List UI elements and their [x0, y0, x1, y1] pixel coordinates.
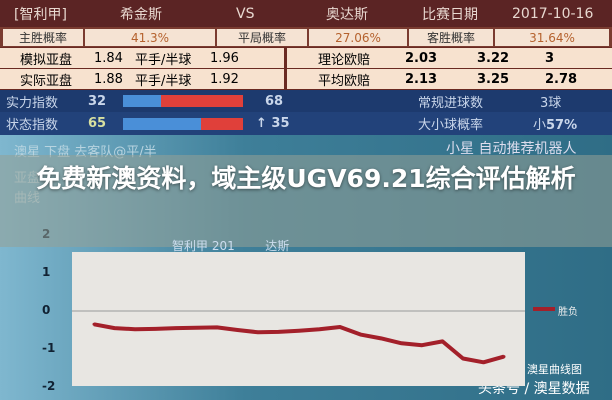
data-point — [113, 326, 116, 330]
away-prob-label: 客胜概率 — [409, 29, 493, 46]
data-point — [441, 339, 444, 343]
home-prob-label: 主胜概率 — [3, 29, 83, 46]
data-point — [92, 322, 96, 326]
cell-background — [287, 69, 612, 89]
ou-readout: 小57% — [533, 114, 577, 133]
data-point — [297, 329, 301, 333]
ou-prefix: 小 — [533, 118, 547, 133]
plot-area — [72, 252, 525, 386]
data-point — [420, 343, 424, 347]
home-odds: 1.84 — [94, 50, 123, 66]
draw-odds: 3.22 — [477, 50, 510, 66]
legend-label: 胜负 — [558, 307, 578, 318]
data-point — [133, 327, 137, 331]
home-odds: 1.88 — [94, 71, 123, 87]
title-overlay — [0, 155, 612, 247]
goals-value: 3球 — [540, 95, 562, 111]
form-bar-home-fill — [123, 117, 201, 130]
date-label: 比赛日期 — [422, 6, 478, 23]
simulated-handicap-row: 模拟亚盘 1.84 平手/半球 1.96 理论欧赔 2.03 3.22 3 — [0, 48, 612, 68]
away-team: 奥达斯 — [326, 6, 368, 23]
legend-swatch — [533, 307, 555, 311]
win-odds: 2.13 — [405, 71, 438, 87]
vs: VS — [236, 5, 255, 22]
strength-bar — [123, 95, 243, 107]
ou-value: 57% — [546, 118, 578, 133]
cell-background — [287, 48, 612, 68]
match-date: 2017-10-16 — [512, 5, 594, 22]
overlay-title: 免费新澳资料，域主级UGV69.21综合评估解析 — [36, 164, 576, 193]
data-point — [277, 330, 280, 334]
loss-odds: 2.78 — [545, 71, 578, 87]
home-prob: 41.3% — [85, 29, 215, 46]
away-odds: 1.92 — [210, 71, 239, 87]
data-point — [154, 327, 157, 331]
label: 实际亚盘 — [20, 73, 73, 89]
data-point — [174, 326, 178, 330]
label: 实力指数 — [6, 95, 59, 111]
home-team: 希金斯 — [120, 6, 162, 23]
draw-prob-label: 平局概率 — [217, 29, 307, 46]
handicap-line: 平手/半球 — [135, 52, 192, 68]
data-point — [256, 330, 260, 334]
label: 状态指数 — [6, 118, 59, 133]
eu-label: 平均欧赔 — [318, 73, 371, 89]
data-point — [215, 325, 219, 329]
away-value: 68 — [265, 93, 284, 109]
league: [智利甲] — [14, 6, 67, 23]
probability-row: 主胜概率 41.3% 平局概率 27.06% 客胜概率 31.64% — [0, 27, 612, 47]
data-point — [400, 341, 403, 345]
eu-label: 理论欧赔 — [318, 52, 371, 68]
away-value: ↑ 35 — [256, 116, 290, 131]
y-tick-label: 1 — [42, 265, 51, 279]
strength-row: 实力指数 32 68 常规进球数 3球 — [0, 90, 612, 112]
data-point — [338, 325, 342, 329]
home-value: 32 — [88, 93, 107, 109]
line-chart — [72, 310, 525, 365]
data-point — [195, 326, 198, 330]
data-point — [482, 360, 485, 364]
data-point — [379, 336, 383, 340]
form-row: 状态指数 65 ↑ 35 大小球概率 小57% — [0, 112, 612, 135]
away-odds: 1.96 — [210, 50, 239, 66]
handicap-line: 平手/半球 — [135, 73, 192, 89]
data-point — [318, 327, 321, 331]
y-tick-label: -1 — [42, 341, 56, 355]
form-bar — [123, 117, 243, 130]
win-odds: 2.03 — [405, 50, 438, 66]
watermark-curve: 澳星曲线图 — [527, 363, 582, 376]
goals-label: 常规进球数 — [418, 95, 484, 111]
data-point — [359, 333, 362, 337]
away-prob: 31.64% — [495, 29, 609, 46]
draw-prob: 27.06% — [309, 29, 407, 46]
actual-handicap-row: 实际亚盘 1.88 平手/半球 1.92 平均欧赔 2.13 3.25 2.78 — [0, 69, 612, 89]
label: 模拟亚盘 — [20, 52, 73, 68]
y-tick-label: -2 — [42, 379, 56, 393]
data-point — [502, 355, 506, 359]
draw-odds: 3.25 — [477, 71, 510, 87]
cell-background — [0, 48, 284, 68]
strength-bar-home-fill — [123, 95, 162, 107]
ou-label: 大小球概率 — [418, 118, 484, 133]
data-point — [461, 357, 465, 360]
y-tick-label: 0 — [42, 303, 51, 317]
loss-odds: 3 — [545, 50, 555, 66]
chart-title: 智利甲 201 达斯 — [172, 239, 290, 253]
robot-label: 小星 自动推荐机器人 — [446, 141, 577, 157]
home-value: 65 — [88, 116, 107, 131]
cell-background — [0, 69, 284, 89]
data-point — [236, 328, 239, 332]
match-header: [智利甲] 希金斯 VS 奥达斯 比赛日期 2017-10-16 — [0, 0, 612, 27]
